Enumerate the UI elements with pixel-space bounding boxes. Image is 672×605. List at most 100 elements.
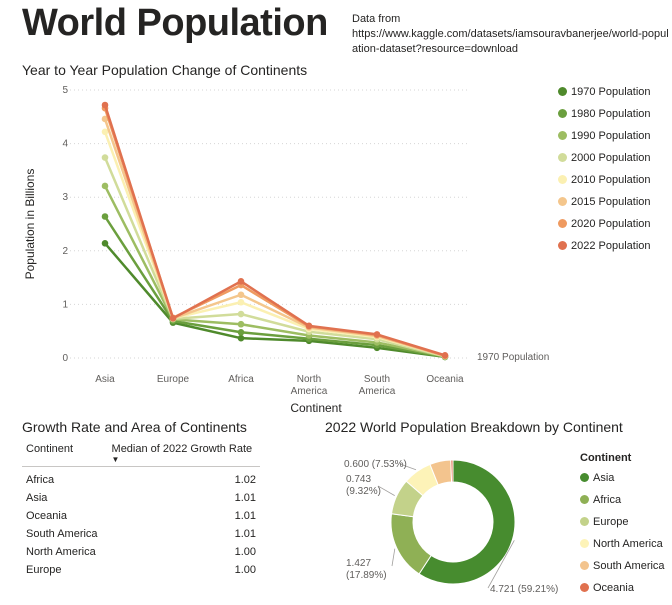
donut-legend-title: Continent (580, 452, 632, 464)
table-row[interactable]: South America 1.01 (22, 525, 260, 543)
series-end-label: 1970 Population (477, 352, 549, 363)
legend-label: Europe (593, 516, 629, 528)
legend-marker (580, 517, 589, 526)
donut-legend-item[interactable]: Oceania (580, 582, 634, 594)
donut-legend-item[interactable]: Asia (580, 472, 614, 484)
data-point[interactable] (101, 213, 109, 220)
donut-chart-legend: Continent Asia Africa Europe North America S… (580, 452, 672, 594)
data-point[interactable] (373, 331, 381, 338)
data-point[interactable] (237, 298, 245, 306)
line-chart-title: Year to Year Population Change of Contin… (22, 62, 308, 78)
donut-legend-item[interactable]: North America (580, 538, 663, 550)
x-axis-title: Continent (290, 401, 342, 415)
legend-item[interactable]: 1980 Population (558, 108, 651, 120)
legend-item[interactable]: 1990 Population (558, 130, 651, 142)
table-row[interactable]: Africa 1.02 (22, 467, 260, 489)
x-tick-label: America (359, 386, 396, 397)
legend-item[interactable]: 2015 Population (558, 196, 651, 208)
sort-down-icon: ▼ (111, 455, 120, 464)
x-tick-label: Europe (157, 374, 190, 385)
x-tick-label: Asia (95, 374, 115, 385)
legend-item[interactable]: 2010 Population (558, 174, 651, 186)
legend-marker (580, 473, 589, 482)
data-point[interactable] (101, 128, 109, 136)
y-tick-label: 5 (62, 85, 68, 96)
series-line (103, 157, 446, 358)
leader-line (391, 548, 396, 567)
y-axis-title: Population in Billions (23, 169, 37, 280)
data-point[interactable] (441, 352, 449, 359)
table-row[interactable]: North America 1.00 (22, 543, 260, 561)
series-line (103, 215, 446, 359)
legend-item[interactable]: 1970 Population (558, 86, 651, 98)
growth-rate-cell: 1.01 (234, 509, 256, 522)
growth-rate-cell: 1.00 (234, 563, 256, 576)
y-tick-label: 3 (62, 192, 68, 203)
data-point[interactable] (237, 334, 245, 342)
donut-slice[interactable] (418, 459, 516, 585)
legend-item[interactable]: 2020 Population (558, 218, 651, 230)
page-title: World Population (22, 2, 328, 44)
column-header-growth-rate[interactable]: Median of 2022 Growth Rate ▼ (103, 440, 260, 467)
legend-label: 2010 Population (571, 174, 651, 186)
data-point[interactable] (169, 315, 177, 322)
data-point[interactable] (237, 291, 245, 299)
data-point[interactable] (101, 154, 109, 161)
donut-legend-item[interactable]: Africa (580, 494, 621, 506)
legend-marker (558, 87, 567, 96)
data-point[interactable] (101, 182, 109, 190)
donut-legend-item[interactable]: South America (580, 560, 665, 572)
data-point[interactable] (237, 320, 245, 328)
series-line (104, 242, 446, 359)
growth-rate-table: Continent Median of 2022 Growth Rate ▼ Af… (22, 440, 260, 579)
legend-marker (558, 109, 567, 118)
x-tick-label: America (291, 386, 328, 397)
legend-marker (580, 495, 589, 504)
slice-label: 0.743 (346, 474, 371, 485)
continent-cell: Asia (26, 491, 48, 504)
legend-label: Asia (593, 472, 615, 484)
legend-label: Africa (593, 494, 622, 506)
data-point[interactable] (237, 328, 245, 336)
data-point[interactable] (237, 278, 245, 285)
donut-slice[interactable] (390, 513, 432, 575)
legend-label: 2022 Population (571, 240, 651, 252)
legend-label: 1980 Population (571, 108, 651, 120)
source-url: https://www.kaggle.com/datasets/iamsoura… (352, 28, 669, 55)
legend-label: 1970 Population (571, 86, 651, 98)
slice-label: (17.89%) (346, 570, 387, 581)
growth-rate-cell: 1.02 (234, 473, 256, 486)
x-tick-label: Oceania (426, 374, 464, 385)
data-point[interactable] (305, 322, 313, 330)
data-source-note: Data from https://www.kaggle.com/dataset… (352, 12, 672, 57)
growth-rate-cell: 1.01 (234, 527, 256, 540)
donut-chart-title: 2022 World Population Breakdown by Conti… (325, 419, 623, 435)
slice-label: 0.600 (7.53%) (344, 459, 407, 470)
continent-cell: Africa (26, 473, 55, 486)
data-point[interactable] (101, 101, 109, 109)
table-row[interactable]: Europe 1.00 (22, 561, 260, 579)
legend-label: 2020 Population (571, 218, 651, 230)
donut-slice[interactable] (450, 459, 454, 483)
legend-item[interactable]: 2000 Population (558, 152, 651, 164)
table-row[interactable]: Oceania 1.01 (22, 507, 260, 525)
legend-item[interactable]: 2022 Population (558, 240, 651, 252)
legend-label: 2000 Population (571, 152, 651, 164)
series-line (103, 185, 446, 358)
table-row[interactable]: Asia 1.01 (22, 489, 260, 507)
column-header-continent[interactable]: Continent (22, 440, 104, 467)
legend-marker (558, 131, 567, 140)
continent-cell: Oceania (26, 509, 67, 522)
data-point[interactable] (101, 239, 109, 247)
x-tick-label: Africa (228, 374, 254, 385)
continent-cell: South America (26, 527, 98, 540)
leader-line (377, 485, 395, 496)
data-point[interactable] (237, 310, 245, 318)
leader-line (399, 463, 417, 471)
y-tick-label: 1 (62, 299, 68, 310)
legend-marker (580, 561, 589, 570)
y-tick-label: 4 (62, 139, 68, 150)
series-line (103, 104, 446, 357)
donut-legend-item[interactable]: Europe (580, 516, 628, 528)
growth-rate-cell: 1.00 (234, 545, 256, 558)
